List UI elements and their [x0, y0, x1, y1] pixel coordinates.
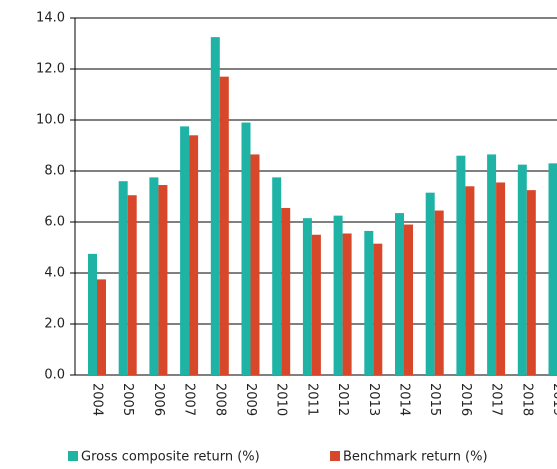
bar	[395, 213, 404, 375]
x-tick-label: 2018	[519, 383, 534, 416]
x-tick-label: 2011	[304, 383, 319, 416]
bar	[311, 234, 321, 375]
bar	[487, 154, 497, 375]
x-tick-label: 2016	[458, 383, 473, 416]
bar	[456, 155, 466, 375]
x-tick-label: 2009	[243, 383, 258, 416]
bar	[302, 218, 312, 375]
x-tick-label: 2008	[212, 383, 227, 416]
bar	[158, 185, 168, 375]
bar	[517, 164, 527, 375]
y-tick-label: 10.0	[36, 113, 65, 128]
bar	[210, 37, 220, 375]
bar	[496, 182, 506, 375]
bar	[118, 181, 128, 375]
x-tick-label: 2019	[550, 383, 557, 416]
bar	[127, 195, 137, 375]
y-tick-label: 12.0	[36, 62, 65, 77]
bar	[548, 163, 557, 375]
x-tick-label: 2005	[120, 383, 135, 416]
x-tick-label: 2006	[151, 383, 166, 416]
y-tick-label: 0.0	[44, 368, 65, 383]
bar	[97, 279, 106, 375]
legend-swatch	[68, 451, 78, 461]
bar	[404, 224, 413, 375]
x-tick-label: 2012	[335, 383, 350, 416]
bar	[526, 190, 536, 375]
bar	[434, 210, 444, 375]
legend-swatch	[330, 451, 340, 461]
bar	[241, 122, 251, 375]
x-tick-label: 2014	[397, 383, 412, 416]
legend-label: Gross composite return (%)	[81, 450, 260, 465]
bar	[219, 76, 229, 376]
y-tick-label: 14.0	[36, 11, 65, 26]
bar	[425, 192, 435, 375]
bar	[180, 126, 190, 375]
bar	[88, 253, 97, 375]
bar	[465, 186, 475, 375]
y-tick-label: 8.0	[44, 164, 65, 179]
bar	[149, 177, 159, 375]
bar	[189, 135, 199, 375]
bar	[250, 154, 260, 375]
bar	[342, 233, 352, 375]
bar	[272, 177, 282, 375]
x-tick-label: 2017	[489, 383, 504, 416]
y-tick-label: 4.0	[44, 266, 65, 281]
bar	[281, 207, 291, 375]
x-tick-label: 2015	[427, 383, 442, 416]
bar	[373, 243, 383, 375]
x-tick-label: 2007	[182, 383, 197, 416]
y-tick-label: 2.0	[44, 317, 65, 332]
y-tick-label: 6.0	[44, 215, 65, 230]
x-tick-label: 2010	[274, 383, 289, 416]
bar	[333, 215, 343, 375]
x-tick-label: 2013	[366, 383, 381, 416]
legend-label: Benchmark return (%)	[343, 450, 488, 465]
x-tick-label: 2004	[90, 383, 105, 416]
bar	[364, 230, 374, 375]
